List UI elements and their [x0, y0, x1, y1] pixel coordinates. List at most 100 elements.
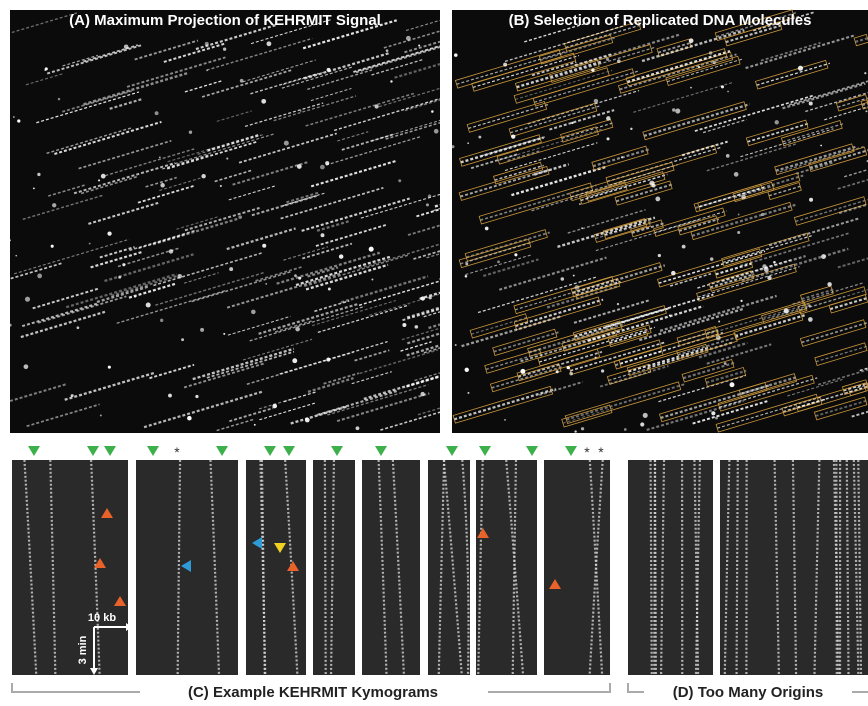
spot: [261, 98, 267, 104]
spot: [398, 179, 402, 183]
dna-streak: [166, 140, 258, 170]
spot: [414, 325, 419, 329]
dna-streak: [153, 252, 263, 287]
selection-box: [452, 385, 554, 424]
selection-box: [780, 120, 843, 147]
dna-streak: [570, 164, 678, 198]
dna-streak: [426, 253, 441, 259]
dna-streak: [837, 257, 868, 269]
selection-box: [466, 101, 548, 133]
dna-streak: [206, 37, 313, 71]
dna-streak: [562, 330, 619, 349]
dna-streak: [249, 305, 365, 342]
dna-streak: [163, 42, 225, 63]
spot: [402, 323, 407, 328]
dna-streak: [129, 229, 197, 252]
dna-streak: [311, 300, 397, 327]
spot: [591, 68, 595, 72]
spot: [226, 157, 229, 160]
dna-streak: [527, 89, 640, 125]
dna-streak: [504, 142, 598, 171]
dna-streak: [510, 105, 600, 134]
dna-streak: [176, 216, 218, 230]
fork-track: [832, 459, 840, 676]
dna-streak: [586, 184, 628, 198]
spot: [160, 183, 165, 188]
dna-streak: [817, 368, 868, 386]
selection-box: [841, 379, 868, 395]
fork-track: [329, 459, 336, 676]
spot: [374, 104, 379, 109]
spot: [593, 98, 599, 104]
dna-streak: [145, 176, 177, 188]
dna-streak: [416, 208, 441, 218]
selection-box: [767, 182, 802, 201]
dna-streak: [11, 11, 80, 34]
spot: [511, 134, 516, 139]
dna-streak: [65, 273, 177, 309]
arrow: [477, 528, 489, 538]
selection-box: [568, 339, 662, 376]
spot: [50, 244, 54, 248]
dna-streak: [498, 256, 607, 291]
spot: [251, 309, 256, 315]
spot: [418, 44, 421, 47]
selection-box: [724, 21, 783, 47]
spot: [160, 318, 164, 322]
dna-streak: [315, 224, 387, 247]
dna-streak: [197, 134, 263, 155]
dna-streak: [385, 122, 441, 140]
fork-track: [90, 459, 101, 676]
spot: [560, 277, 565, 281]
dna-streak: [782, 82, 866, 110]
dna-streak: [251, 194, 317, 217]
dna-streak: [359, 349, 439, 375]
spot: [294, 274, 297, 277]
dna-streak: [706, 369, 747, 384]
dna-streak: [654, 210, 728, 234]
spot: [15, 254, 18, 257]
spot: [134, 295, 137, 298]
dna-streak: [401, 327, 441, 341]
dna-streak: [659, 294, 777, 332]
dna-streak: [317, 304, 410, 333]
spot: [467, 391, 470, 394]
dna-streak: [619, 53, 737, 91]
dna-streak: [854, 37, 868, 43]
scale-x-label: 10 kb: [88, 612, 116, 624]
dna-streak: [371, 119, 441, 142]
dna-streak: [740, 232, 850, 267]
fork-track: [852, 459, 860, 676]
dna-streak: [341, 133, 395, 151]
dna-streak: [715, 262, 754, 276]
selection-box: [574, 278, 621, 300]
marker: *: [584, 444, 590, 460]
dna-streak: [99, 246, 135, 259]
spot: [864, 72, 867, 75]
dna-streak: [201, 69, 292, 98]
dna-streak: [716, 11, 797, 38]
spot: [657, 253, 661, 258]
dna-streak: [369, 293, 441, 316]
fork-track: [693, 459, 700, 676]
fork-track: [649, 459, 653, 676]
spot: [239, 78, 244, 83]
fork-track: [442, 459, 463, 676]
dna-streak: [619, 332, 724, 365]
selection-box: [658, 381, 768, 423]
selection-box: [508, 102, 598, 138]
dna-streak: [149, 363, 195, 380]
selection-box: [774, 143, 855, 176]
dna-streak: [524, 21, 589, 43]
selection-box: [835, 94, 868, 112]
spot: [827, 282, 832, 287]
dna-streak: [599, 365, 669, 388]
dna-streak: [587, 305, 704, 342]
fork-track: [23, 459, 38, 676]
selection-box: [464, 229, 548, 262]
spot: [9, 239, 11, 242]
dna-streak: [477, 276, 597, 314]
spot: [712, 60, 716, 65]
spot: [617, 59, 621, 63]
dna-streak: [567, 209, 646, 234]
